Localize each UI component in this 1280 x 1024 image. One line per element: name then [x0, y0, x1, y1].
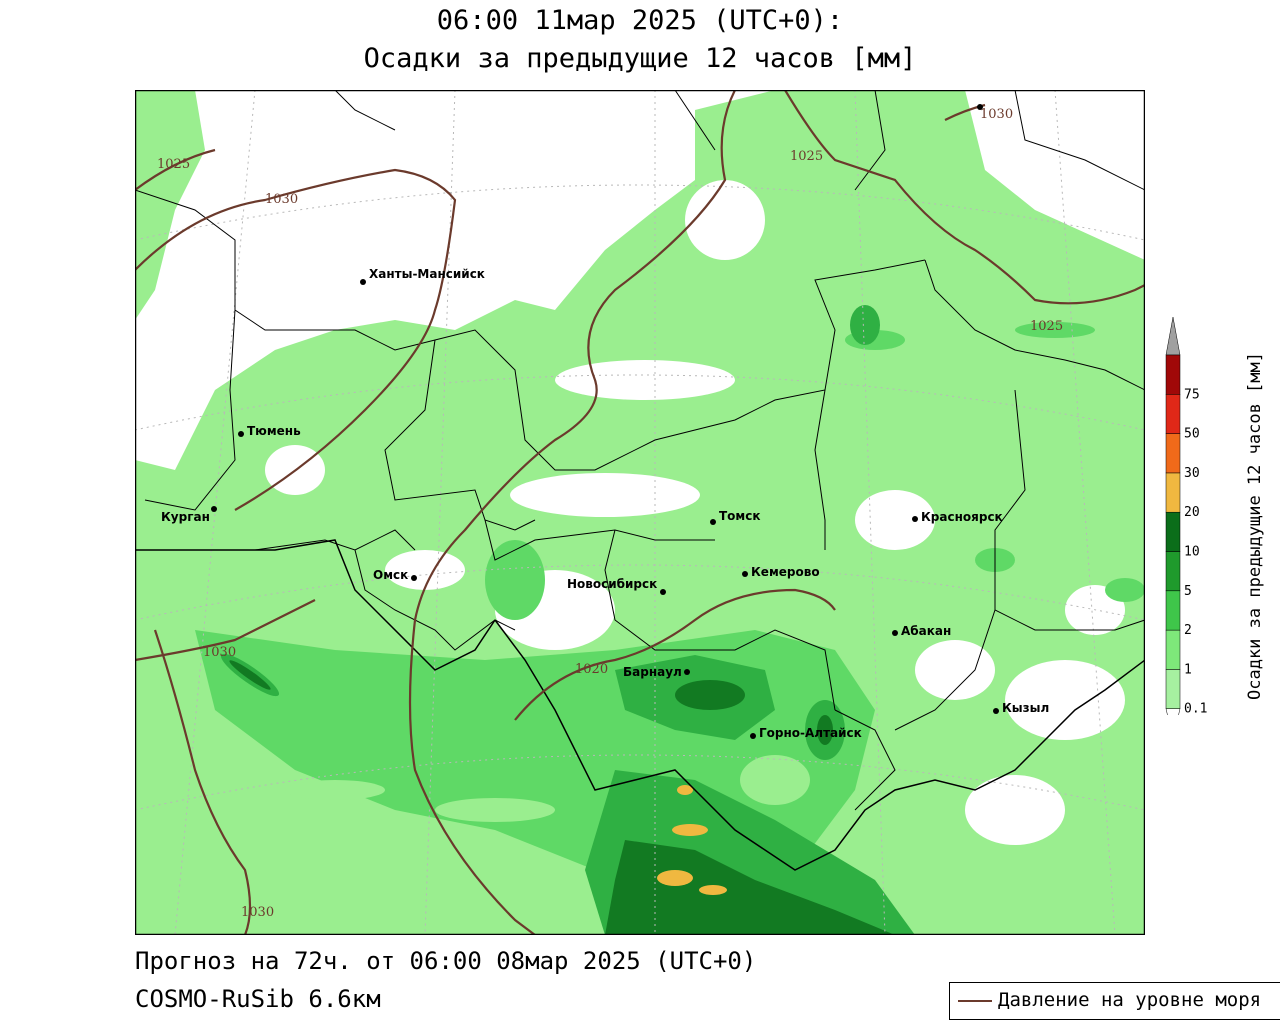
city-label: Ханты-Мансийск [369, 267, 485, 281]
colorbar-tick-label: 5 [1184, 584, 1192, 599]
svg-text:1025: 1025 [1030, 319, 1063, 334]
map-legend: Давление на уровне моря [949, 982, 1280, 1020]
colorbar-tick-label: 75 [1184, 387, 1200, 402]
svg-text:1030: 1030 [265, 192, 298, 207]
country-border [135, 539, 1145, 871]
colorbar-tick-label: 10 [1184, 545, 1200, 560]
cities: Ханты-Мансийск Тюмень Курган Омск Новоси… [161, 104, 1049, 740]
isobar-labels: 1025 1030 1030 1025 1025 1030 1020 1030 [157, 107, 1063, 920]
colorbar-swatch [1165, 629, 1181, 670]
colorbar-tick-label: 30 [1184, 466, 1200, 481]
region-borders [135, 90, 1145, 811]
city-label: Барнаул [623, 665, 682, 679]
precip-extreme [657, 785, 727, 895]
colorbar-tick-label: 1 [1184, 662, 1192, 677]
colorbar-tick-label: 50 [1184, 427, 1200, 442]
colorbar-underflow-arrow [1165, 708, 1181, 715]
map-title: 06:00 11мар 2025 (UTC+0): [436, 5, 844, 36]
model-name: COSMO-RuSib 6.6км [135, 985, 381, 1013]
colorbar-overflow-arrow [1165, 316, 1181, 356]
colorbar-tick-label: 0.1 [1184, 702, 1207, 715]
city-label: Омск [373, 568, 408, 582]
city-label: Тюмень [247, 424, 301, 438]
svg-text:1030: 1030 [203, 645, 236, 660]
colorbar-swatch [1165, 433, 1181, 474]
isobar-legend-line [958, 1000, 992, 1002]
precipitation-map: 1025 1030 1030 1025 1025 1030 1020 1030 … [135, 90, 1145, 935]
svg-text:1030: 1030 [241, 905, 274, 920]
colorbar-title: Осадки за предыдущие 12 часов [мм] [1245, 352, 1265, 700]
colorbar-swatch [1165, 669, 1181, 709]
colorbar-swatch [1165, 394, 1181, 434]
colorbar-swatch [1165, 511, 1181, 552]
precip-gaps-2 [285, 755, 810, 822]
colorbar-tick-label: 20 [1184, 505, 1200, 520]
city-label: Абакан [901, 624, 951, 638]
map-subtitle: Осадки за предыдущие 12 часов [мм] [363, 43, 917, 74]
precipitation-colorbar: 0.1 1 2 5 10 20 30 50 75 [1165, 316, 1207, 715]
city-label: Новосибирск [567, 577, 657, 591]
isobars [135, 90, 1145, 935]
city-label: Кызыл [1002, 701, 1049, 715]
precip-very-heavy [229, 660, 895, 935]
colorbar-swatch [1165, 551, 1181, 592]
city-label: Кемерово [751, 565, 820, 579]
city-label: Горно-Алтайск [759, 726, 862, 740]
svg-text:1030: 1030 [980, 107, 1013, 122]
svg-text:1020: 1020 [575, 662, 608, 677]
colorbar-tick-label: 2 [1184, 623, 1192, 638]
city-label: Томск [719, 509, 761, 523]
svg-text:1025: 1025 [157, 157, 190, 172]
colorbar-swatch [1165, 590, 1181, 631]
legend-label: Давление на уровне моря [998, 989, 1262, 1011]
city-label: Красноярск [921, 510, 1003, 524]
colorbar-swatch [1165, 472, 1181, 513]
svg-text:1025: 1025 [790, 149, 823, 164]
colorbar-swatch [1165, 354, 1181, 395]
city-label: Курган [161, 510, 210, 524]
forecast-info: Прогноз на 72ч. от 06:00 08мар 2025 (UTC… [135, 947, 757, 975]
